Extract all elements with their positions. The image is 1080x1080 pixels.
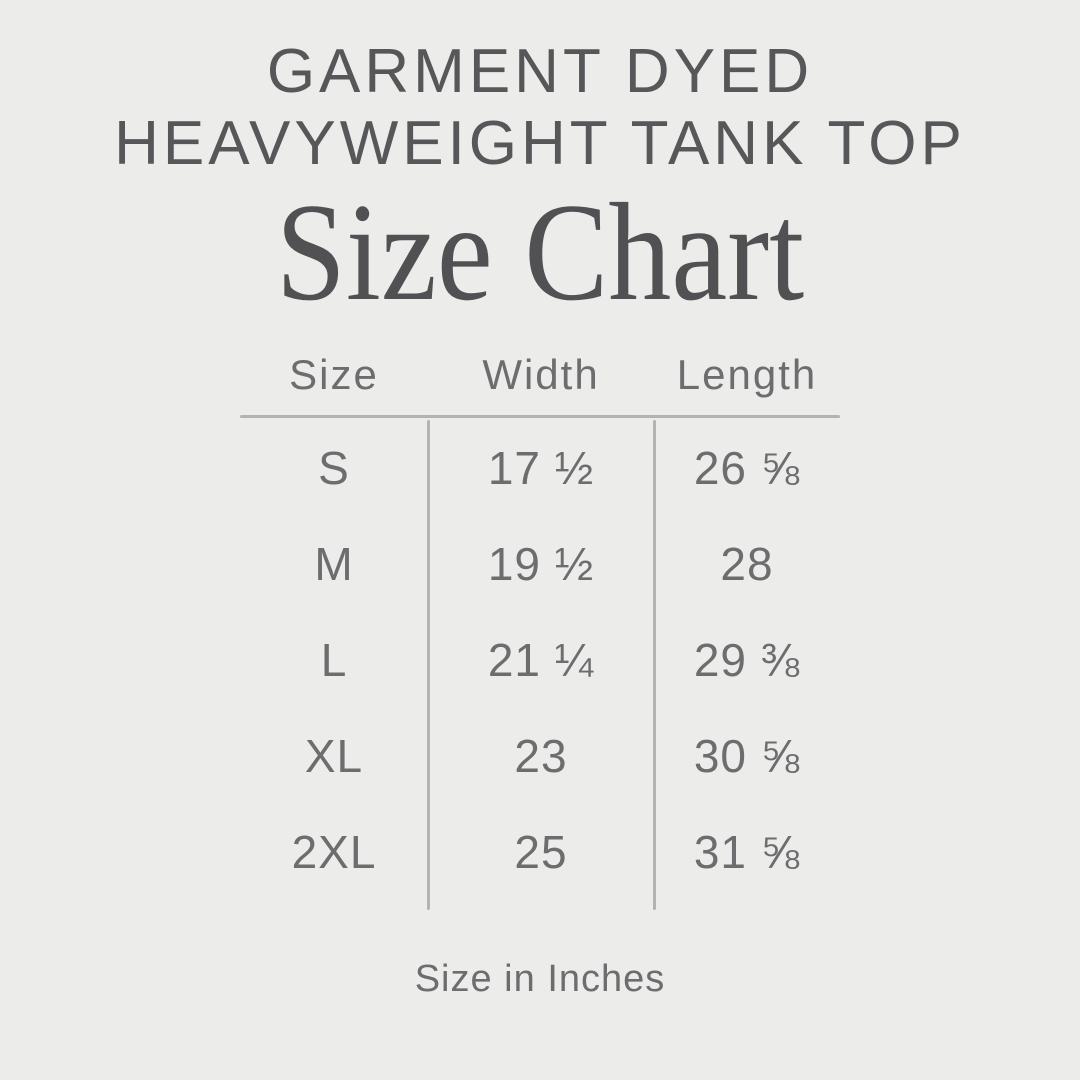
table-cell: 31 ⅝ (693, 825, 801, 878)
table-body: S 17 ½ 26 ⅝ M 19 ½ 28 L 21 ¼ 29 ⅜ XL 23 … (240, 419, 840, 910)
product-title-line1: GARMENT DYED (266, 37, 814, 106)
column-divider-left (427, 419, 430, 910)
table-cell: 23 (514, 729, 568, 782)
table-cell: XL (304, 729, 364, 782)
table-cell: 26 ⅝ (693, 441, 801, 494)
column-header-width: Width (482, 350, 600, 398)
table-cell: 29 ⅜ (693, 633, 801, 686)
table-header-divider (240, 414, 840, 418)
units-note: Size in Inches (414, 957, 666, 1000)
table-header-row: Size Width Length (240, 347, 840, 403)
table-cell: M (314, 537, 354, 590)
column-divider-right (653, 419, 656, 910)
table-cell: 19 ½ (487, 537, 595, 590)
table-cell: 2XL (291, 825, 377, 878)
column-header-size: Size (289, 350, 379, 398)
table-cell: 30 ⅝ (693, 729, 801, 782)
table-cell: 21 ¼ (487, 633, 595, 686)
table-cell: L (320, 633, 348, 686)
product-title: GARMENT DYED HEAVYWEIGHT TANK TOP (0, 36, 1080, 180)
column-header-length: Length (676, 350, 818, 398)
table-cell: 25 (514, 825, 568, 878)
product-title-line2: HEAVYWEIGHT TANK TOP (114, 108, 966, 178)
size-chart-table: Size Width Length S 17 ½ 26 ⅝ M 19 ½ 28 … (240, 347, 840, 910)
page-title: Size Chart (275, 174, 805, 330)
table-cell: 17 ½ (487, 441, 595, 494)
table-cell: 28 (720, 537, 774, 590)
table-cell: S (318, 441, 350, 494)
